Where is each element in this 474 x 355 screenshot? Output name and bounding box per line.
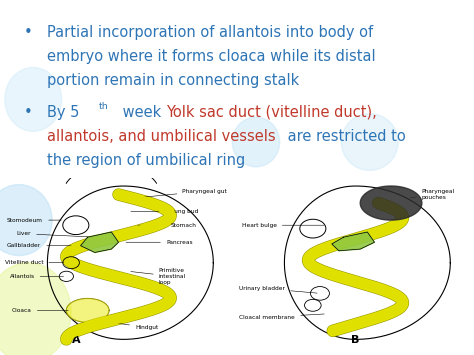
Ellipse shape (0, 263, 71, 355)
Text: Stomodeum: Stomodeum (7, 218, 61, 223)
Text: Cloaca: Cloaca (12, 308, 68, 313)
Ellipse shape (0, 185, 52, 256)
Polygon shape (332, 232, 374, 251)
Text: Liver: Liver (17, 231, 92, 237)
Text: embryo where it forms cloaca while its distal: embryo where it forms cloaca while its d… (47, 49, 376, 64)
Text: Vitelline duct: Vitelline duct (5, 260, 68, 265)
Text: A: A (72, 335, 80, 345)
Text: Allantois: Allantois (9, 274, 64, 279)
Text: Pancreas: Pancreas (126, 240, 192, 245)
Polygon shape (66, 299, 109, 322)
Ellipse shape (341, 114, 398, 170)
Text: Primitive
intestinal
loop: Primitive intestinal loop (131, 268, 186, 285)
Text: the region of umbilical ring: the region of umbilical ring (47, 153, 246, 168)
Text: allantois, and umbilical vessels: allantois, and umbilical vessels (47, 129, 276, 144)
Text: week: week (118, 104, 166, 120)
Text: Stomach: Stomach (138, 223, 197, 228)
Text: Pharyngeal
pouches: Pharyngeal pouches (410, 189, 455, 200)
Text: B: B (351, 335, 360, 345)
Polygon shape (360, 186, 422, 220)
Text: are restricted to: are restricted to (283, 129, 406, 144)
Text: Urinary bladder: Urinary bladder (239, 286, 317, 293)
Text: Lung bud: Lung bud (131, 209, 198, 214)
Text: •: • (24, 25, 32, 40)
Text: Partial incorporation of allantois into body of: Partial incorporation of allantois into … (47, 25, 374, 40)
Text: •: • (24, 104, 32, 120)
Text: By 5: By 5 (47, 104, 80, 120)
Polygon shape (81, 232, 118, 252)
Text: Hindgut: Hindgut (114, 323, 158, 330)
Text: Heart bulge: Heart bulge (242, 223, 324, 228)
Text: th: th (99, 102, 109, 111)
Ellipse shape (5, 67, 62, 131)
Ellipse shape (232, 117, 280, 167)
Text: Cloacal membrane: Cloacal membrane (239, 314, 324, 320)
Text: Pharyngeal gut: Pharyngeal gut (138, 189, 227, 198)
Text: portion remain in connecting stalk: portion remain in connecting stalk (47, 73, 300, 88)
Text: Gallbladder: Gallbladder (7, 243, 85, 248)
Text: Yolk sac duct (vitelline duct),: Yolk sac duct (vitelline duct), (166, 104, 377, 120)
